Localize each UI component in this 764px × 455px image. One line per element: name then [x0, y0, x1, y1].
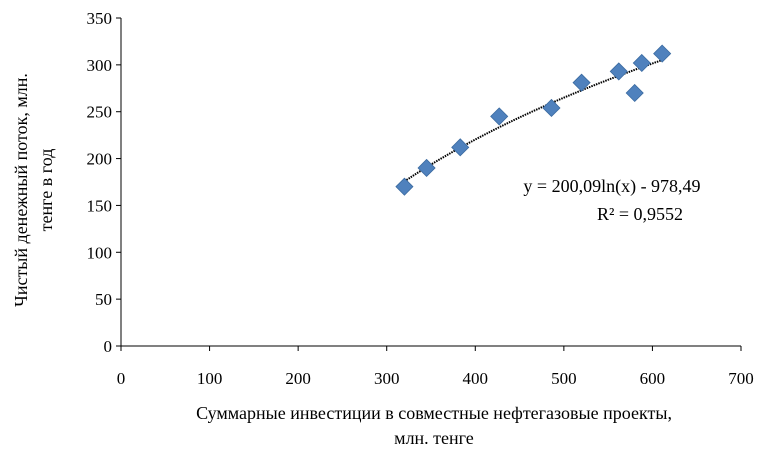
x-tick-label: 400 [463, 369, 489, 388]
x-tick-label: 500 [551, 369, 577, 388]
x-tick-label: 0 [117, 369, 126, 388]
y-tick-label: 200 [87, 150, 113, 169]
x-tick-label: 300 [374, 369, 400, 388]
x-tick-label: 100 [197, 369, 223, 388]
data-point [542, 98, 561, 118]
x-tick-label: 700 [728, 369, 754, 388]
data-point [572, 73, 591, 92]
y-tick-label: 150 [87, 196, 113, 215]
x-axis-ticks: 0 100 200 300 400 500 600 700 [117, 346, 754, 388]
data-point [417, 158, 436, 178]
data-point [653, 44, 672, 63]
x-axis-label-line2: млн. тенге [394, 428, 474, 448]
data-point [490, 107, 509, 126]
y-tick-label: 50 [95, 290, 112, 309]
y-axis-ticks: 0 50 100 150 200 250 300 350 [87, 9, 121, 356]
data-point [609, 62, 628, 81]
y-tick-label: 250 [87, 103, 113, 122]
y-tick-label: 350 [87, 9, 113, 28]
x-tick-label: 200 [285, 369, 311, 388]
trend-line [403, 59, 663, 183]
y-axis-label-line2: тенге в год [36, 149, 56, 232]
y-axis-label-line1: Чистый денежный поток, млн. [11, 73, 31, 307]
x-tick-label: 600 [640, 369, 666, 388]
y-tick-label: 100 [87, 243, 113, 262]
y-tick-label: 300 [87, 56, 113, 75]
trend-equation: y = 200,09ln(x) - 978,49 [523, 176, 700, 197]
y-tick-label: 0 [104, 337, 113, 356]
data-points [395, 44, 672, 196]
data-point [451, 138, 470, 157]
data-point [625, 83, 644, 103]
trend-r-squared: R² = 0,9552 [597, 204, 683, 224]
x-axis-label-line1: Суммарные инвестиции в совместные нефтег… [196, 403, 672, 423]
data-point [632, 53, 651, 73]
data-point [395, 177, 414, 196]
